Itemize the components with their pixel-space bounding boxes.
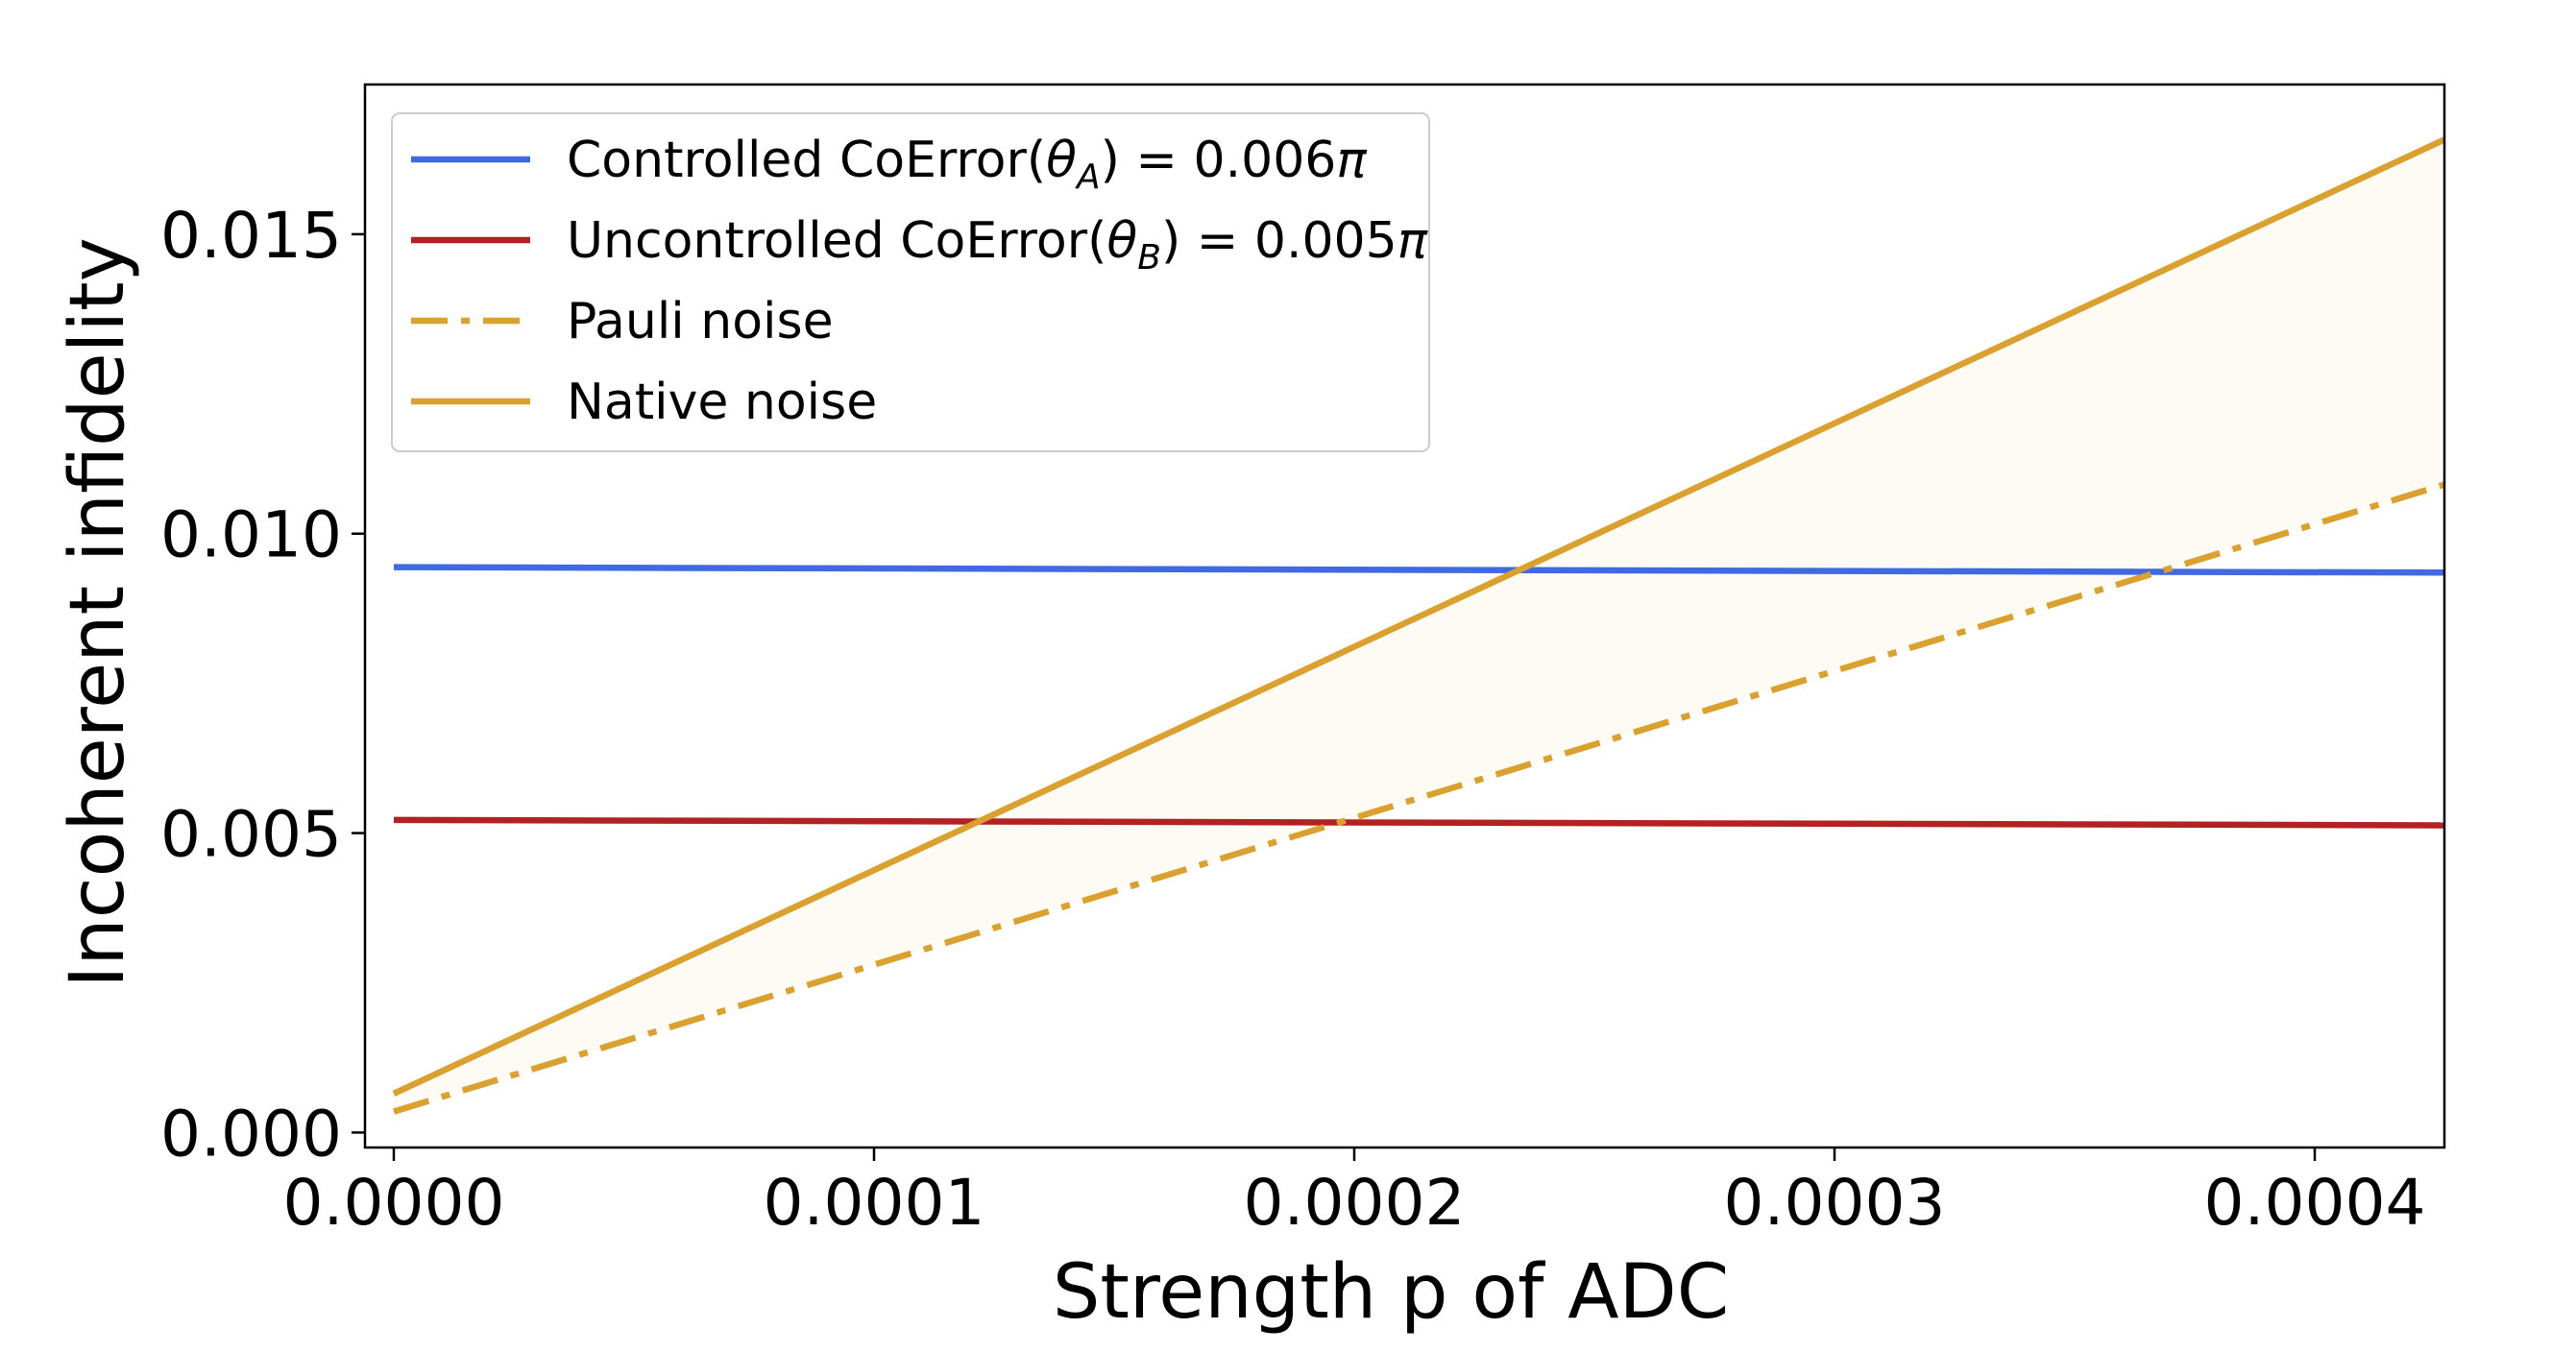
- series-line-0: [393, 564, 2445, 576]
- x-axis-ticks: 0.0000 0.0001 0.0002 0.0003 0.0004: [283, 1148, 2426, 1240]
- y-tick-label: 0.015: [160, 199, 342, 273]
- fill-between-area: [394, 139, 2444, 1112]
- legend-box: [391, 112, 1430, 452]
- legend-label: Controlled CoError(θA) = 0.006π: [567, 132, 1367, 197]
- series-line-1: [393, 816, 2445, 829]
- y-tick-label: 0.010: [160, 498, 342, 572]
- series-line-3: [392, 136, 2446, 1097]
- y-tick-label: 0.005: [160, 798, 342, 872]
- x-tick-label: 0.0001: [764, 1166, 985, 1240]
- legend-label: Native noise: [567, 374, 877, 431]
- y-axis-ticks: 0.000 0.005 0.010 0.015: [160, 199, 365, 1171]
- series-line-2: [393, 481, 2445, 1115]
- x-tick-label: 0.0004: [2204, 1166, 2426, 1240]
- legend: Controlled CoError(θA) = 0.006π Uncontrol…: [391, 112, 1430, 452]
- x-tick-label: 0.0000: [283, 1166, 505, 1240]
- y-tick-label: 0.000: [160, 1097, 342, 1171]
- series-lines: [392, 136, 2446, 1115]
- legend-label: Uncontrolled CoError(θB) = 0.005π: [567, 212, 1428, 278]
- x-axis-label: Strength p of ADC: [1053, 1249, 1729, 1336]
- plot-frame: [363, 83, 2446, 1149]
- x-tick-label: 0.0003: [1724, 1166, 1946, 1240]
- y-axis-label: Incoherent infidelity: [55, 237, 141, 987]
- fill-between-region: [394, 139, 2444, 1112]
- legend-label: Pauli noise: [567, 293, 834, 350]
- x-tick-label: 0.0002: [1244, 1166, 1466, 1240]
